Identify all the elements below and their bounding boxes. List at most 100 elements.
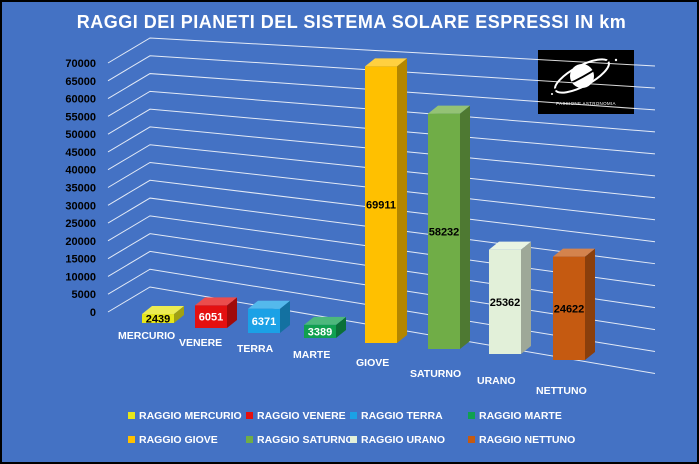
legend-item: RAGGIO MERCURIO [128, 410, 242, 426]
bar-top [428, 105, 470, 114]
legend-swatch [128, 435, 135, 443]
y-tick-label: 5000 [72, 289, 96, 301]
data-label: 69911 [366, 200, 396, 212]
x-axis-categories: MERCURIO VENERE TERRA MARTE GIOVE SATURNO URAN… [118, 330, 587, 397]
logo-text: PASSIONE ASTRONOMIA [556, 101, 616, 106]
bar-front [142, 314, 174, 323]
bar-urano: 25362 [489, 241, 531, 354]
y-tick-label: 35000 [65, 183, 96, 195]
bar-top [142, 306, 184, 315]
category-label: SATURNO [410, 368, 461, 380]
legend-label: RAGGIO GIOVE [139, 434, 218, 446]
bar-front [304, 324, 336, 338]
bar-marte: 3389 [304, 316, 346, 338]
gridline [107, 55, 656, 89]
legend-swatch [246, 411, 253, 419]
gridline [107, 37, 656, 67]
data-label: 2439 [146, 314, 170, 326]
bar-saturno: 58232 [428, 105, 470, 349]
legend-swatch [468, 411, 475, 419]
y-tick-label: 60000 [65, 94, 96, 106]
legend-swatch [128, 411, 135, 419]
y-tick-label: 45000 [65, 147, 96, 159]
bar-nettuno: 24622 [553, 248, 595, 360]
bar-top [248, 300, 290, 309]
category-label: URANO [477, 375, 516, 387]
bar-side [585, 248, 595, 360]
bar-front [428, 113, 460, 349]
legend-swatch [246, 435, 253, 443]
bar-giove: 69911 [365, 58, 407, 344]
y-tick-label: 40000 [65, 165, 96, 177]
gridline [107, 197, 656, 265]
chart-title: RAGGI DEI PIANETI DEL SISTEMA SOLARE ESP… [76, 12, 627, 32]
legend-item: RAGGIO SATURNO [246, 434, 354, 450]
data-label: 25362 [490, 297, 521, 309]
legend-label: RAGGIO SATURNO [257, 434, 354, 446]
y-axis-ticks: 0 5000 10000 15000 20000 25000 30000 35000 40000… [65, 58, 96, 319]
data-label: 24622 [554, 303, 585, 315]
y-tick-label: 20000 [65, 236, 96, 248]
bar-top [304, 316, 346, 325]
bar-mercurio: 2439 [142, 306, 184, 326]
gridline [107, 233, 656, 309]
data-label: 6371 [252, 316, 276, 328]
legend-swatch [350, 435, 357, 443]
legend-label: RAGGIO VENERE [257, 410, 346, 422]
bar-front [489, 249, 521, 354]
gridline [107, 179, 656, 243]
legend-swatch [468, 435, 475, 443]
gridline [107, 286, 656, 375]
gridline [107, 161, 656, 221]
legend-item: RAGGIO TERRA [350, 410, 443, 426]
legend-label: RAGGIO NETTUNO [479, 434, 576, 446]
bar-side [460, 105, 470, 349]
bar-venere: 6051 [195, 297, 237, 328]
category-label: TERRA [237, 343, 274, 355]
bar-top [553, 248, 595, 257]
bar-side [397, 58, 407, 344]
legend-item: RAGGIO URANO [350, 434, 445, 450]
y-tick-label: 10000 [65, 271, 96, 283]
gridlines [107, 37, 656, 375]
gridline [107, 126, 656, 177]
gridline [107, 268, 656, 353]
planet-ring-icon [551, 57, 618, 95]
legend-item: RAGGIO VENERE [246, 410, 346, 426]
legend-label: RAGGIO MERCURIO [139, 410, 242, 422]
gridline [107, 250, 656, 331]
bar-side [336, 316, 346, 338]
bar-front [365, 66, 397, 344]
bar-top [489, 241, 531, 250]
bar-side [174, 306, 184, 323]
legend-item: RAGGIO GIOVE [128, 434, 218, 450]
bar-top [365, 58, 407, 67]
category-label: MERCURIO [118, 330, 175, 342]
gridline [107, 73, 656, 111]
bar-terra: 6371 [248, 300, 290, 333]
category-label: VENERE [179, 337, 222, 349]
bar-front [195, 305, 227, 328]
legend-label: RAGGIO TERRA [361, 410, 443, 422]
bar-top [195, 297, 237, 306]
y-tick-label: 50000 [65, 129, 96, 141]
legend-label: RAGGIO URANO [361, 434, 445, 446]
category-label: MARTE [293, 349, 330, 361]
y-tick-label: 30000 [65, 200, 96, 212]
gridline [107, 108, 656, 155]
data-label: 3389 [308, 326, 332, 338]
y-tick-label: 25000 [65, 218, 96, 230]
data-label: 6051 [199, 312, 223, 324]
bar-side [280, 300, 290, 333]
gridline [107, 144, 656, 199]
y-tick-label: 70000 [65, 58, 96, 70]
y-tick-label: 65000 [65, 76, 96, 88]
legend-swatch [350, 411, 357, 419]
y-tick-label: 0 [90, 307, 96, 319]
category-label: GIOVE [356, 357, 389, 369]
gridline [107, 90, 656, 133]
bar-front [553, 256, 585, 360]
y-tick-label: 55000 [65, 111, 96, 123]
legend-label: RAGGIO MARTE [479, 410, 562, 422]
